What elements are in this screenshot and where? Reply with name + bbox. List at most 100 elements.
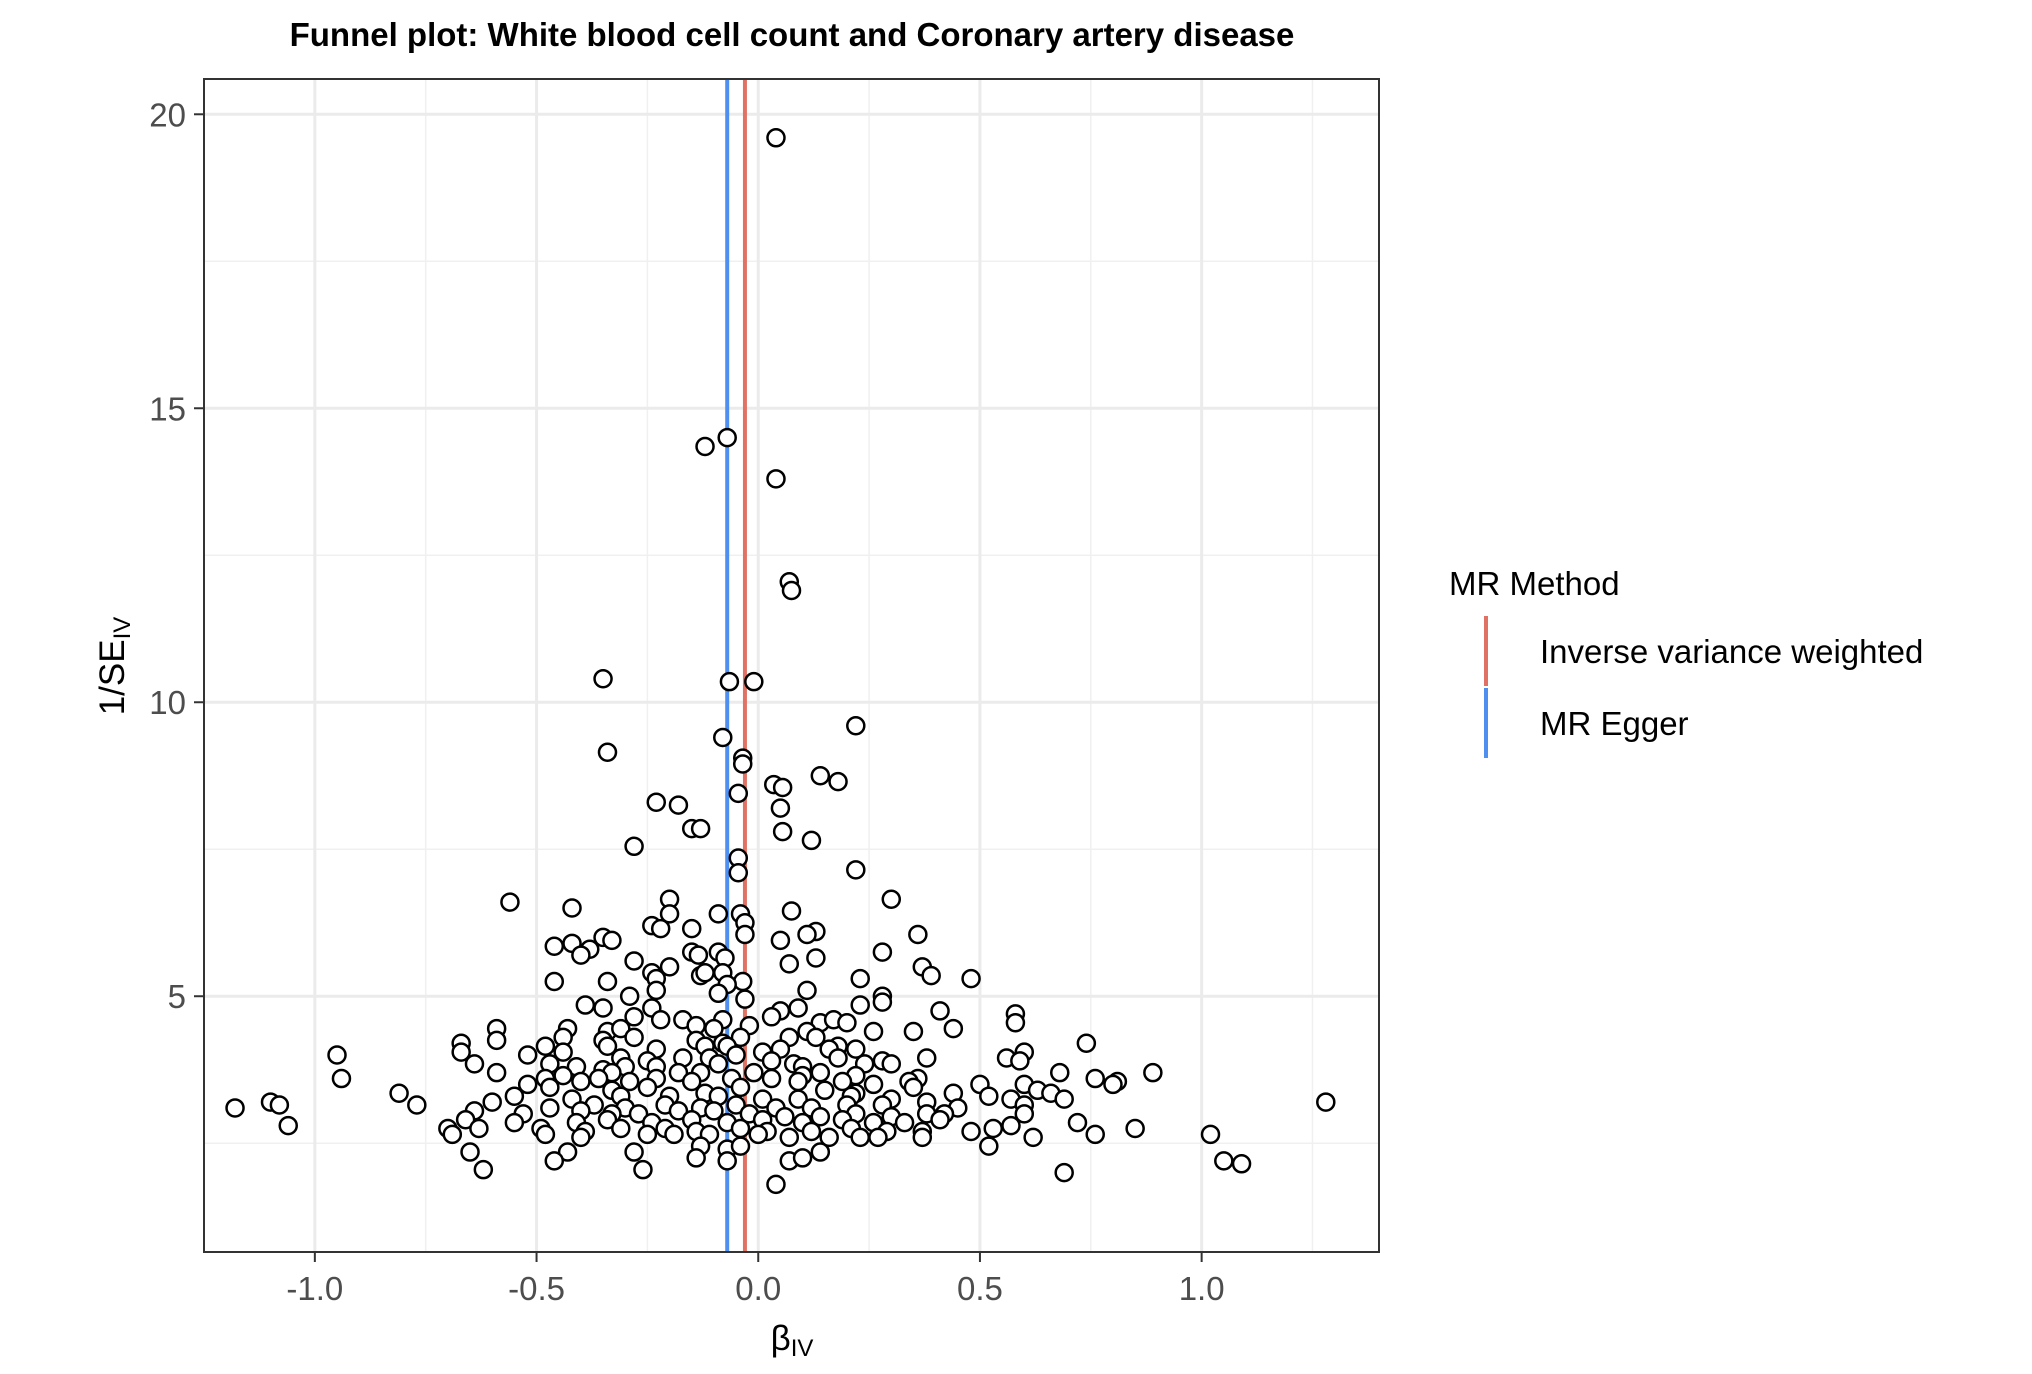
- legend-label-mr-egger: MR Egger: [1540, 705, 1689, 742]
- data-point: [761, 1051, 782, 1071]
- data-point: [708, 904, 729, 924]
- data-point: [1103, 1074, 1123, 1095]
- data-point: [881, 1054, 902, 1074]
- data-point: [775, 1107, 795, 1127]
- data-point: [1054, 1089, 1074, 1109]
- data-point: [819, 1127, 839, 1148]
- data-point: [469, 1118, 489, 1139]
- data-point: [602, 930, 622, 951]
- data-point: [761, 1068, 782, 1089]
- data-point: [850, 995, 870, 1015]
- data-point: [557, 1142, 578, 1162]
- data-point: [571, 1071, 591, 1092]
- data-point: [544, 1151, 565, 1171]
- data-point: [688, 945, 709, 965]
- data-point: [828, 1048, 848, 1068]
- data-point: [633, 1159, 653, 1180]
- x-axis-title-sub: IV: [791, 1335, 814, 1362]
- data-point: [979, 1136, 999, 1156]
- data-point: [553, 1042, 573, 1062]
- y-tick-label: 10: [149, 684, 186, 721]
- x-tick-label: 1.0: [1179, 1270, 1225, 1307]
- data-point: [744, 1062, 764, 1083]
- data-point: [766, 1174, 786, 1195]
- data-point: [1085, 1124, 1105, 1145]
- data-point: [744, 671, 764, 692]
- x-axis-title: βIV: [771, 1319, 814, 1362]
- data-point: [815, 1080, 835, 1101]
- data-point: [1014, 1104, 1035, 1124]
- data-point: [708, 1054, 729, 1074]
- data-point: [597, 1036, 618, 1056]
- data-point: [810, 1062, 831, 1083]
- data-point: [500, 892, 520, 912]
- legend-label-inverse-variance-weighted: Inverse variance weighted: [1540, 633, 1923, 670]
- data-point: [650, 1010, 671, 1030]
- data-point: [846, 716, 866, 736]
- data-point: [735, 989, 755, 1009]
- data-point: [1001, 1115, 1021, 1136]
- data-point: [588, 1068, 609, 1089]
- data-point: [781, 580, 802, 601]
- data-point: [726, 1045, 746, 1065]
- data-point: [730, 1077, 751, 1098]
- data-point: [810, 765, 831, 786]
- data-point: [1023, 1127, 1043, 1148]
- y-axis-title: 1/SEIV: [93, 617, 136, 716]
- scatter-points: [225, 128, 1336, 1195]
- data-point: [961, 1121, 981, 1142]
- data-point: [597, 1109, 618, 1130]
- data-point: [553, 1065, 573, 1086]
- data-point: [482, 1092, 502, 1112]
- data-point: [828, 771, 848, 792]
- legend-title: MR Method: [1449, 565, 1620, 602]
- data-point: [752, 1089, 773, 1109]
- data-point: [732, 971, 753, 992]
- data-point: [619, 986, 640, 1006]
- data-point: [766, 128, 786, 148]
- data-point: [916, 1048, 937, 1068]
- data-point: [504, 1112, 525, 1133]
- data-point: [668, 1101, 689, 1121]
- data-point: [730, 1136, 751, 1156]
- data-point: [624, 1142, 644, 1162]
- data-point: [455, 1109, 476, 1130]
- data-point: [797, 924, 817, 945]
- data-point: [961, 968, 981, 989]
- data-point: [690, 818, 711, 839]
- data-point: [983, 1118, 1003, 1139]
- data-point: [735, 924, 755, 945]
- data-point: [1214, 1151, 1234, 1171]
- data-point: [806, 1027, 826, 1048]
- x-axis-title-main: β: [771, 1319, 791, 1358]
- x-tick-label: -1.0: [286, 1270, 343, 1307]
- data-point: [460, 1142, 480, 1162]
- data-point: [730, 1027, 751, 1048]
- data-point: [1316, 1092, 1336, 1112]
- data-point: [719, 671, 740, 692]
- data-point: [1200, 1124, 1221, 1145]
- data-point: [619, 1071, 640, 1092]
- data-point: [624, 1027, 644, 1048]
- data-point: [779, 954, 800, 974]
- data-point: [781, 901, 802, 921]
- data-point: [1085, 1068, 1105, 1089]
- y-tick-label: 5: [168, 978, 186, 1015]
- data-point: [846, 1039, 866, 1059]
- data-point: [801, 830, 822, 851]
- data-point: [806, 948, 826, 968]
- data-point: [389, 1083, 409, 1103]
- data-point: [730, 1118, 751, 1139]
- data-point: [624, 1007, 644, 1027]
- data-point: [1067, 1112, 1088, 1133]
- data-point: [540, 1098, 560, 1118]
- data-point: [624, 836, 644, 857]
- data-point: [713, 727, 733, 748]
- data-point: [792, 1148, 813, 1168]
- data-point: [717, 427, 737, 448]
- data-point: [788, 1089, 808, 1109]
- data-point: [770, 930, 791, 951]
- data-point: [686, 1148, 706, 1168]
- data-point: [597, 742, 618, 762]
- data-point: [801, 1121, 822, 1142]
